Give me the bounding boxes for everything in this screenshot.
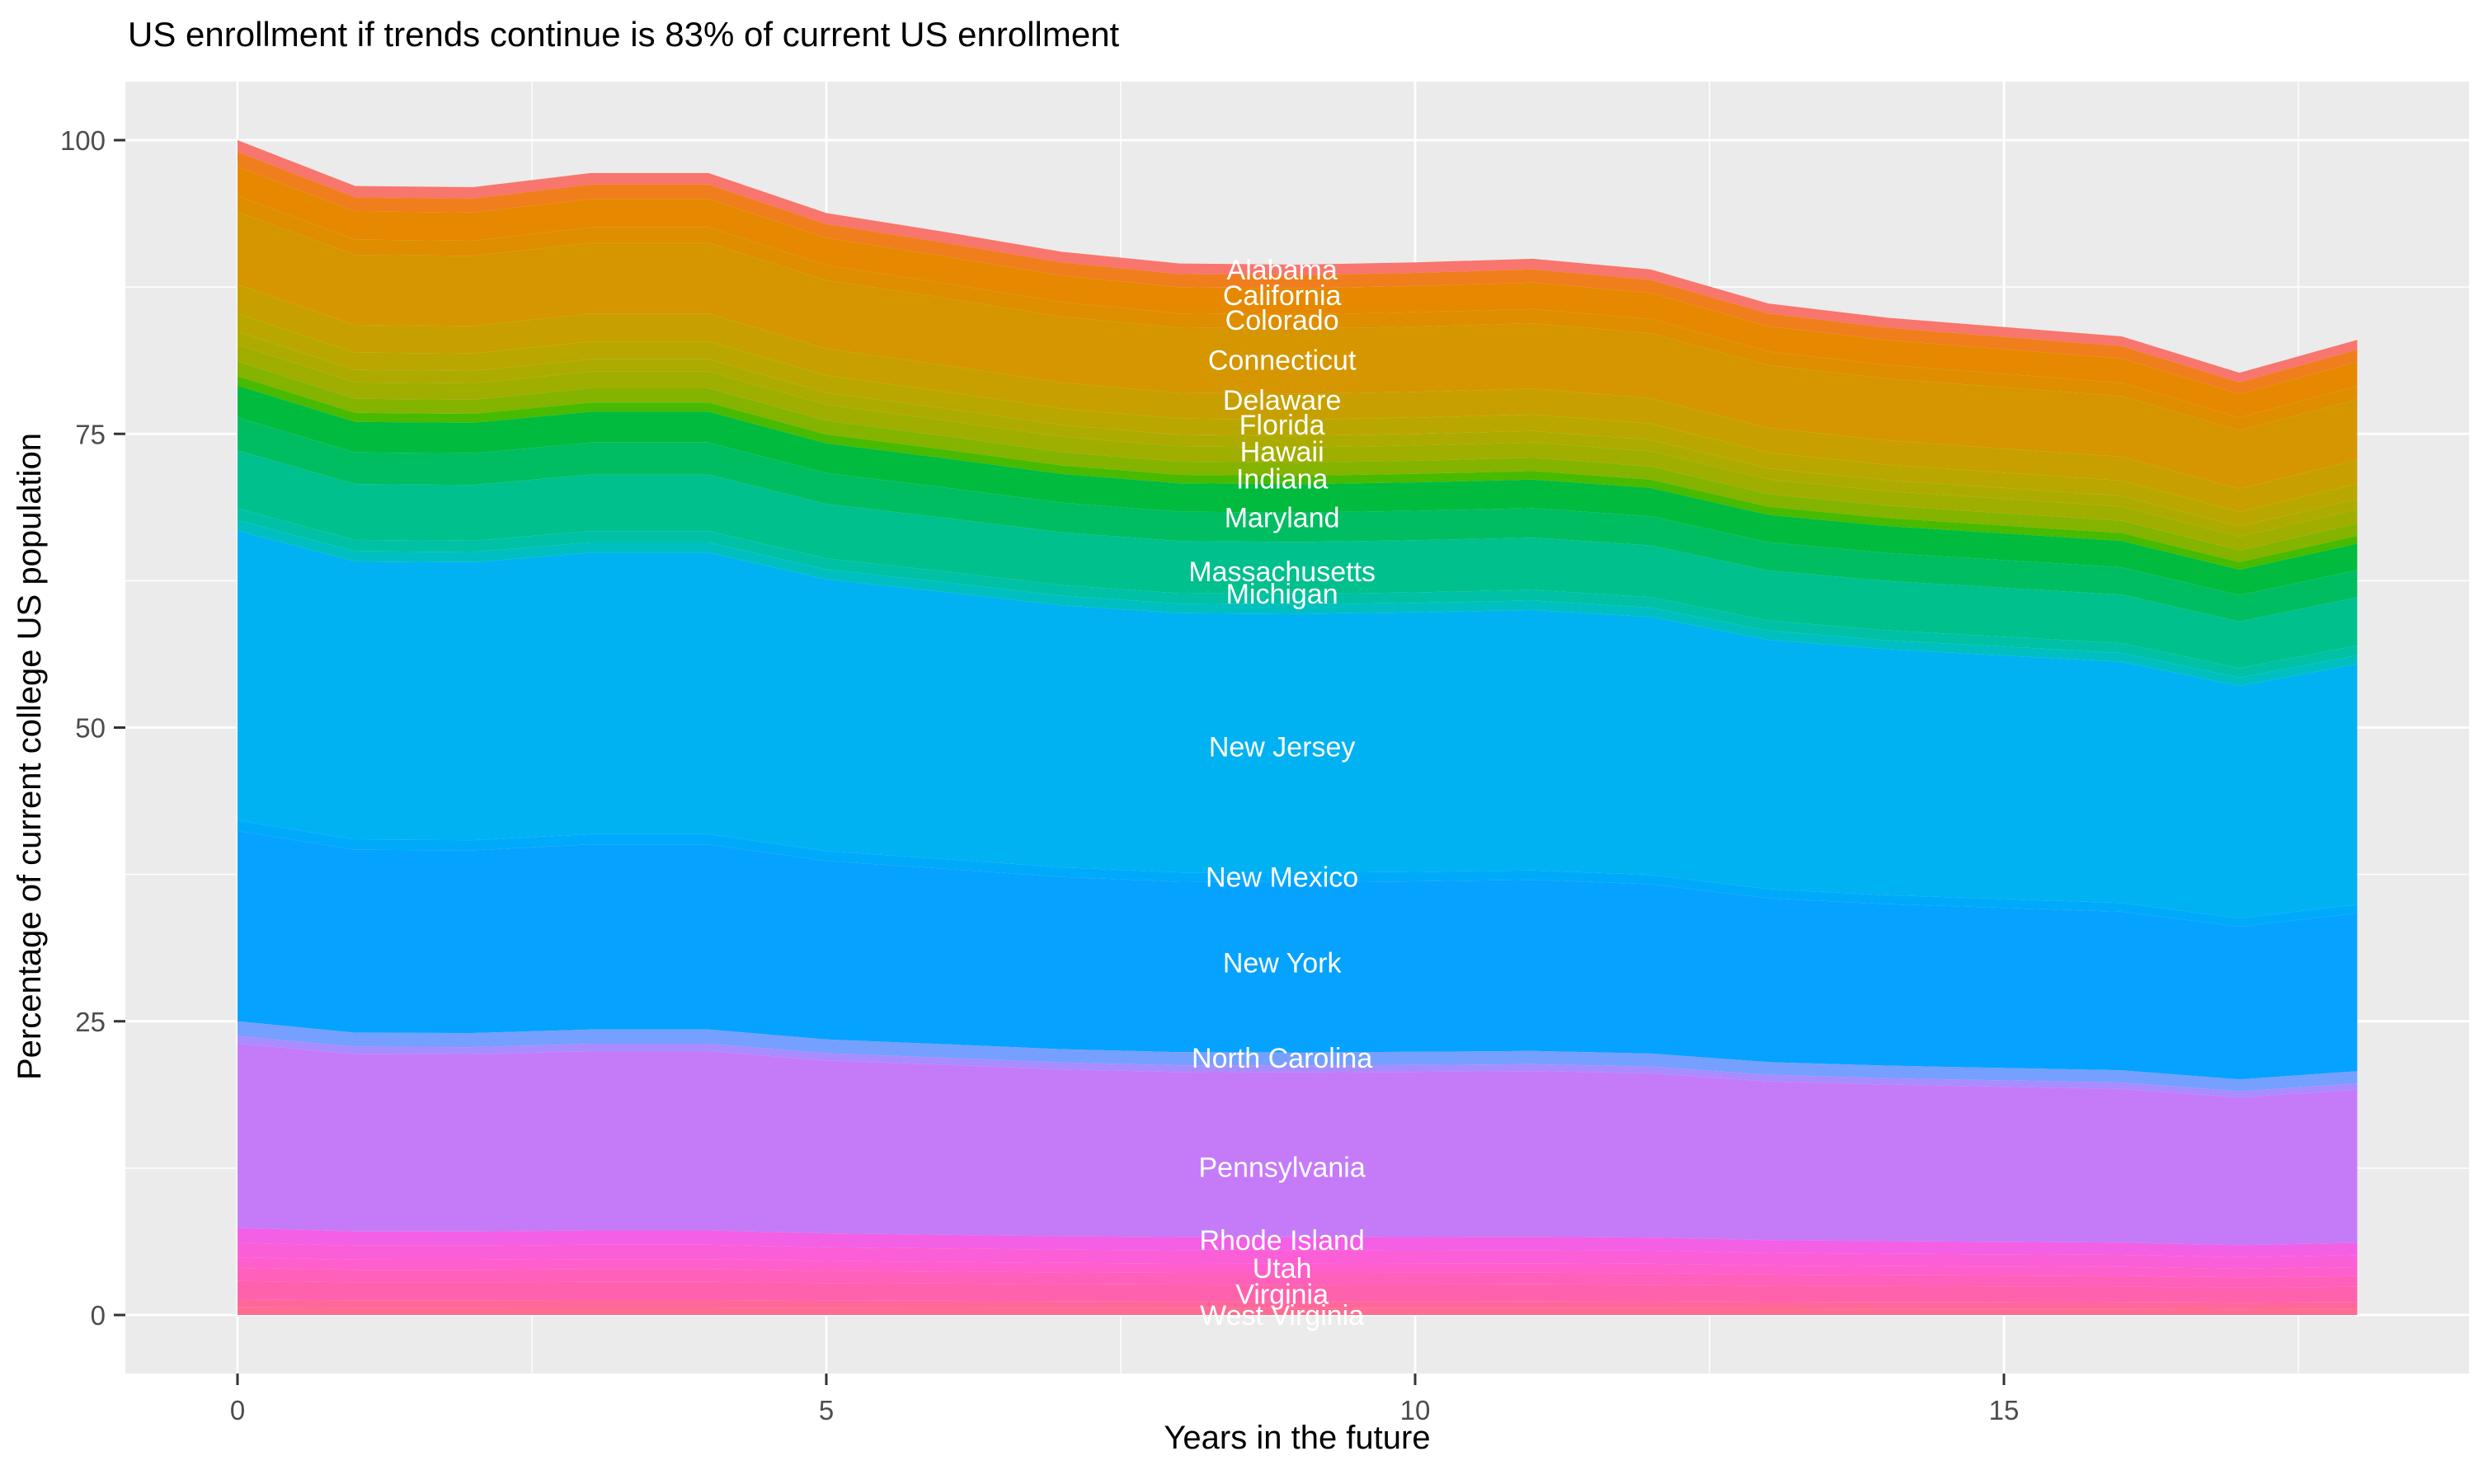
y-axis-title: Percentage of current college US populat…: [12, 433, 48, 1080]
band-rhode-island: [238, 1228, 2358, 1257]
state-label-maryland: Maryland: [1225, 502, 1340, 533]
band-unlabeled-20: [238, 1036, 2358, 1097]
band-unlabeled-23: [238, 1242, 2358, 1269]
band-pennsylvania: [238, 1043, 2358, 1246]
band-new-mexico: [238, 820, 2358, 928]
band-west-virginia: [238, 1299, 2358, 1309]
state-label-connecticut: Connecticut: [1208, 345, 1357, 376]
y-tick-label-100: 100: [60, 125, 106, 156]
band-florida: [238, 313, 2358, 527]
band-unlabeled-9: [238, 361, 2358, 562]
state-label-florida: Florida: [1239, 410, 1325, 441]
band-unlabeled-15: [238, 520, 2358, 687]
band-unlabeled-7: [238, 331, 2358, 537]
band-new-york: [238, 830, 2358, 1080]
state-label-west-virginia: West Virginia: [1200, 1300, 1364, 1331]
x-tick-label-10: 10: [1400, 1395, 1431, 1425]
state-label-new-mexico: New Mexico: [1206, 862, 1358, 893]
state-label-utah: Utah: [1253, 1253, 1312, 1284]
band-new-jersey: [238, 530, 2358, 918]
x-tick-label-5: 5: [819, 1395, 834, 1425]
band-unlabeled-1: [238, 152, 2358, 394]
state-label-new-york: New York: [1223, 948, 1343, 979]
band-maryland: [238, 417, 2358, 622]
y-tick-label-50: 50: [75, 713, 106, 744]
band-north-carolina: [238, 1021, 2358, 1092]
state-label-north-carolina: North Carolina: [1192, 1043, 1372, 1074]
band-colorado: [238, 195, 2358, 430]
state-label-pennsylvania: Pennsylvania: [1199, 1152, 1366, 1183]
x-axis-title: Years in the future: [1164, 1420, 1431, 1456]
band-delaware: [238, 284, 2358, 512]
band-unlabeled-28: [238, 1307, 2358, 1315]
band-california: [238, 167, 2358, 418]
y-tick-label-75: 75: [75, 419, 106, 449]
band-alabama: [238, 140, 2358, 383]
state-label-virginia: Virginia: [1235, 1279, 1329, 1310]
band-unlabeled-11: [238, 385, 2358, 595]
band-utah: [238, 1257, 2358, 1278]
x-tick-label-0: 0: [230, 1395, 245, 1425]
band-connecticut: [238, 211, 2358, 489]
state-label-california: California: [1223, 280, 1342, 312]
state-label-delaware: Delaware: [1223, 385, 1342, 416]
band-unlabeled-25: [238, 1268, 2358, 1288]
state-label-massachusetts: Massachusetts: [1188, 556, 1376, 588]
band-massachusetts: [238, 450, 2358, 669]
state-label-colorado: Colorado: [1225, 305, 1339, 336]
x-tick-label-15: 15: [1989, 1395, 2020, 1425]
band-indiana: [238, 376, 2358, 570]
band-michigan: [238, 508, 2358, 678]
state-label-alabama: Alabama: [1227, 255, 1338, 286]
state-label-hawaii: Hawaii: [1240, 437, 1324, 468]
state-label-michigan: Michigan: [1226, 579, 1338, 610]
chart-title: US enrollment if trends continue is 83% …: [128, 15, 1120, 54]
state-label-rhode-island: Rhode Island: [1199, 1225, 1364, 1256]
state-label-new-jersey: New Jersey: [1209, 731, 1356, 763]
band-hawaii: [238, 345, 2358, 551]
y-tick-label-25: 25: [75, 1007, 106, 1037]
y-tick-label-0: 0: [91, 1300, 106, 1331]
state-label-indiana: Indiana: [1236, 463, 1329, 495]
band-virginia: [238, 1280, 2358, 1303]
